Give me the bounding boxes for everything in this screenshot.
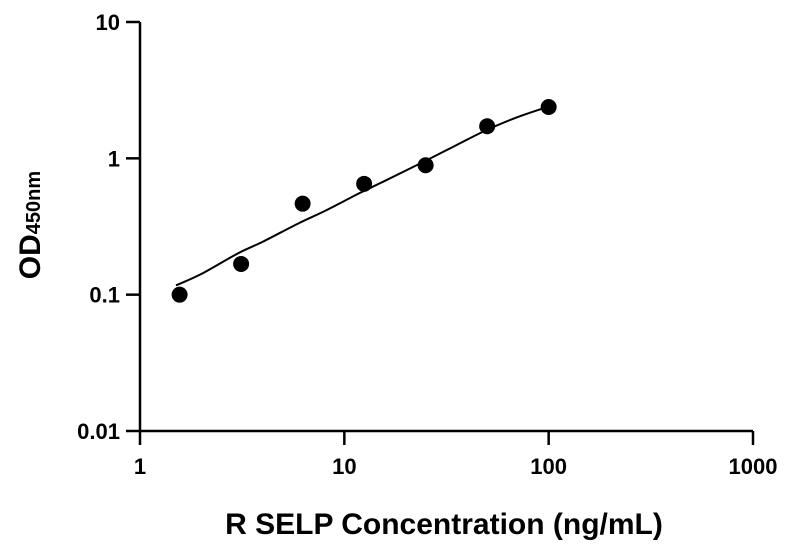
data-point bbox=[540, 98, 557, 115]
x-tick-label: 1 bbox=[134, 454, 146, 479]
y-tick-label: 1 bbox=[108, 146, 120, 171]
y-axis-title: OD450nm bbox=[14, 171, 47, 279]
y-ticks: 0.01 0.1 1 10 bbox=[77, 10, 140, 444]
fit-curve bbox=[175, 105, 549, 287]
data-point bbox=[479, 118, 496, 135]
data-point bbox=[294, 195, 311, 212]
y-axis-title-sub: 450nm bbox=[23, 171, 45, 234]
y-tick-label: 10 bbox=[96, 10, 120, 35]
y-tick-label: 0.1 bbox=[89, 283, 120, 308]
y-tick-label: 0.01 bbox=[77, 419, 120, 444]
x-axis-title: R SELP Concentration (ng/mL) bbox=[225, 508, 663, 541]
x-tick-label: 100 bbox=[530, 454, 567, 479]
data-point bbox=[171, 286, 188, 303]
x-tick-label: 10 bbox=[332, 454, 356, 479]
x-ticks: 1 10 100 1000 bbox=[134, 431, 778, 479]
data-point bbox=[417, 157, 434, 174]
data-point bbox=[356, 175, 373, 192]
y-axis-title-main: OD bbox=[14, 234, 47, 279]
x-tick-label: 1000 bbox=[729, 454, 778, 479]
axes bbox=[138, 22, 753, 433]
data-points bbox=[171, 98, 557, 303]
data-point bbox=[233, 255, 250, 272]
